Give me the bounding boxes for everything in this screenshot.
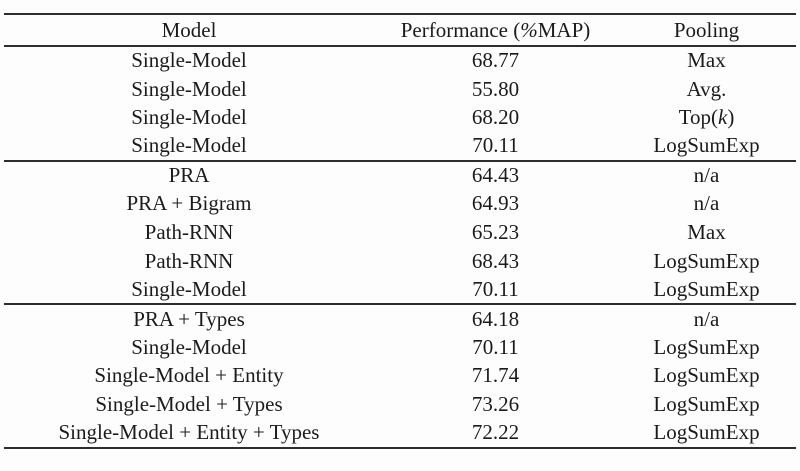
pooling-cell: LogSumExp — [653, 420, 760, 445]
performance-cell: 64.93 — [471, 191, 520, 216]
performance-cell: 72.22 — [471, 420, 520, 445]
pooling-cell: Max — [687, 219, 726, 244]
pooling-cell: Top(k) — [678, 105, 735, 130]
performance-cell: 65.23 — [471, 219, 520, 244]
table-row: Single-Model + Entity + Types 72.22 LogSum… — [4, 419, 796, 448]
table-header: Model Performance (%MAP) Pooling — [4, 14, 796, 46]
performance-cell: 64.18 — [471, 306, 520, 331]
pooling-cell: LogSumExp — [653, 392, 760, 417]
pooling-cell: Avg. — [686, 76, 727, 101]
pooling-cell: Max — [687, 48, 726, 73]
model-cell: Single-Model + Entity — [94, 363, 284, 388]
performance-cell: 70.11 — [472, 334, 519, 359]
table-row: Single-Model + Entity 71.74 LogSumExp — [4, 362, 796, 391]
performance-cell: 64.43 — [471, 163, 520, 188]
performance-cell: 68.20 — [471, 105, 520, 130]
model-cell: PRA + Bigram — [126, 191, 252, 216]
performance-cell: 68.43 — [471, 248, 520, 273]
table-section: PRA + Types 64.18 n/a Single-Model 70.11 LogS… — [4, 304, 796, 447]
model-cell: Path-RNN — [144, 248, 234, 273]
model-cell: Single-Model + Entity + Types — [58, 420, 320, 445]
pooling-cell: LogSumExp — [653, 276, 760, 301]
pooling-cell: n/a — [693, 163, 720, 188]
table-row: Single-Model 68.20 Top(k) — [4, 103, 796, 132]
table-row: Single-Model 70.11 LogSumExp — [4, 132, 796, 161]
table-row: Single-Model 55.80 Avg. — [4, 75, 796, 104]
performance-cell: 70.11 — [472, 133, 519, 158]
table-section: PRA 64.43 n/a PRA + Bigram 64.93 n/a Path-RNN 6… — [4, 160, 796, 305]
performance-cell: 68.77 — [471, 48, 520, 73]
model-cell: Single-Model — [131, 334, 247, 359]
pooling-cell: LogSumExp — [653, 363, 760, 388]
table-row: Single-Model 70.11 LogSumExp — [4, 276, 796, 305]
performance-cell: 71.74 — [471, 363, 520, 388]
pooling-cell: n/a — [693, 306, 720, 331]
performance-cell: 55.80 — [471, 76, 520, 101]
model-cell: Single-Model — [131, 76, 247, 101]
model-cell: Single-Model — [131, 48, 247, 73]
table-section: Single-Model 68.77 Max Single-Model 55.80 Avg… — [4, 46, 796, 161]
table-row: Path-RNN 68.43 LogSumExp — [4, 247, 796, 276]
column-header-pooling: Pooling — [673, 17, 740, 42]
table-row: Path-RNN 65.23 Max — [4, 218, 796, 247]
model-cell: Single-Model — [131, 133, 247, 158]
model-cell: PRA + Types — [133, 306, 245, 331]
table-row: PRA + Bigram 64.93 n/a — [4, 189, 796, 218]
table-row: PRA + Types 64.18 n/a — [4, 304, 796, 333]
pooling-cell: LogSumExp — [653, 133, 760, 158]
model-cell: Path-RNN — [144, 219, 234, 244]
pooling-cell: LogSumExp — [653, 248, 760, 273]
table-row: PRA 64.43 n/a — [4, 161, 796, 190]
performance-cell: 70.11 — [472, 276, 519, 301]
results-table: Model Performance (%MAP) Pooling Single-… — [4, 13, 796, 449]
column-header-performance: Performance (%MAP) — [400, 17, 591, 42]
performance-cell: 73.26 — [471, 392, 520, 417]
table-row: Single-Model 68.77 Max — [4, 46, 796, 75]
model-cell: Single-Model — [131, 276, 247, 301]
pooling-cell: n/a — [693, 191, 720, 216]
column-header-model: Model — [161, 17, 217, 42]
model-cell: Single-Model + Types — [95, 392, 283, 417]
model-cell: PRA — [168, 163, 210, 188]
table-row: Single-Model + Types 73.26 LogSumExp — [4, 390, 796, 419]
header-row: Model Performance (%MAP) Pooling — [4, 14, 796, 46]
table-row: Single-Model 70.11 LogSumExp — [4, 333, 796, 362]
pooling-cell: LogSumExp — [653, 334, 760, 359]
model-cell: Single-Model — [131, 105, 247, 130]
